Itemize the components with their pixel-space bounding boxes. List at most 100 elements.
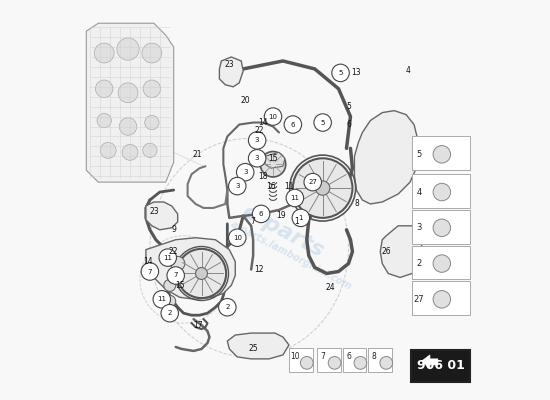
Text: 8: 8: [354, 200, 359, 208]
Circle shape: [177, 249, 226, 298]
Text: 11: 11: [284, 182, 294, 190]
Text: e-parts: e-parts: [239, 202, 327, 262]
Text: 7: 7: [251, 217, 256, 226]
Circle shape: [300, 356, 313, 369]
Polygon shape: [354, 111, 418, 204]
Text: 15: 15: [175, 281, 184, 290]
Text: 3: 3: [235, 183, 239, 189]
Text: 13: 13: [351, 68, 361, 77]
Text: 17: 17: [192, 321, 202, 330]
Circle shape: [97, 114, 111, 128]
Circle shape: [218, 298, 236, 316]
Text: 4: 4: [416, 188, 422, 196]
Text: 6: 6: [346, 120, 351, 129]
Text: 24: 24: [326, 283, 336, 292]
Bar: [412, 246, 470, 280]
Polygon shape: [227, 333, 289, 359]
Circle shape: [119, 118, 137, 135]
Text: 27: 27: [414, 295, 425, 304]
Circle shape: [284, 116, 301, 133]
Polygon shape: [422, 355, 438, 369]
Text: 4: 4: [406, 66, 410, 76]
Circle shape: [354, 356, 367, 369]
Circle shape: [164, 295, 175, 307]
Circle shape: [94, 43, 114, 63]
Circle shape: [143, 80, 161, 98]
Circle shape: [122, 144, 138, 160]
Text: 21: 21: [193, 150, 202, 159]
Polygon shape: [86, 23, 174, 182]
Bar: [412, 174, 470, 208]
Text: 14: 14: [258, 118, 268, 127]
Circle shape: [143, 143, 157, 158]
Text: 22: 22: [254, 126, 264, 135]
Polygon shape: [380, 226, 422, 278]
Text: 2: 2: [225, 304, 229, 310]
Circle shape: [249, 150, 266, 167]
Text: 1: 1: [294, 217, 299, 226]
Text: 5: 5: [338, 70, 343, 76]
Text: a parts.lamborghini.com: a parts.lamborghini.com: [229, 220, 353, 292]
Text: 11: 11: [163, 254, 172, 260]
Text: 7: 7: [147, 268, 152, 274]
Circle shape: [433, 219, 450, 236]
Text: 12: 12: [254, 265, 264, 274]
Text: 6: 6: [290, 122, 295, 128]
Text: 10: 10: [290, 352, 300, 362]
Text: 8: 8: [372, 352, 377, 362]
Text: 3: 3: [255, 138, 260, 144]
Circle shape: [159, 249, 177, 266]
Circle shape: [433, 183, 450, 201]
Text: 11: 11: [290, 195, 299, 201]
Circle shape: [100, 142, 116, 158]
Polygon shape: [265, 152, 285, 168]
Polygon shape: [146, 202, 178, 230]
Circle shape: [170, 256, 185, 271]
Text: 19: 19: [276, 211, 286, 220]
Text: 7: 7: [320, 352, 325, 362]
Bar: [289, 348, 313, 372]
Bar: [412, 210, 470, 244]
Circle shape: [328, 356, 341, 369]
Circle shape: [142, 43, 162, 63]
Circle shape: [332, 64, 349, 82]
Text: 16: 16: [266, 182, 276, 190]
Text: 7: 7: [173, 272, 178, 278]
Bar: [317, 348, 340, 372]
Circle shape: [316, 181, 330, 195]
Text: 22: 22: [169, 247, 178, 256]
Circle shape: [96, 80, 113, 98]
Text: 2: 2: [416, 259, 422, 268]
Circle shape: [260, 152, 286, 177]
Text: 5: 5: [346, 102, 351, 111]
Circle shape: [252, 205, 270, 223]
Text: 26: 26: [381, 247, 391, 256]
Circle shape: [286, 189, 304, 207]
Circle shape: [141, 263, 158, 280]
Circle shape: [196, 268, 207, 280]
Text: 18: 18: [258, 172, 268, 181]
Text: 6: 6: [259, 211, 263, 217]
Circle shape: [292, 209, 310, 227]
Circle shape: [265, 108, 282, 125]
Circle shape: [117, 38, 139, 60]
Text: 3: 3: [243, 169, 248, 175]
Circle shape: [380, 356, 393, 369]
Circle shape: [433, 255, 450, 272]
Text: 2: 2: [168, 310, 172, 316]
FancyBboxPatch shape: [411, 350, 470, 382]
Bar: [368, 348, 392, 372]
Text: 3: 3: [416, 223, 422, 232]
Text: 23: 23: [224, 60, 234, 70]
Text: 5: 5: [321, 120, 325, 126]
Bar: [343, 348, 366, 372]
Circle shape: [145, 115, 159, 130]
Text: 11: 11: [157, 296, 166, 302]
Text: 23: 23: [149, 208, 158, 216]
Circle shape: [153, 290, 170, 308]
Circle shape: [229, 229, 246, 246]
Bar: [412, 282, 470, 315]
Text: 25: 25: [249, 344, 258, 354]
Text: 27: 27: [309, 179, 317, 185]
Circle shape: [164, 280, 175, 291]
